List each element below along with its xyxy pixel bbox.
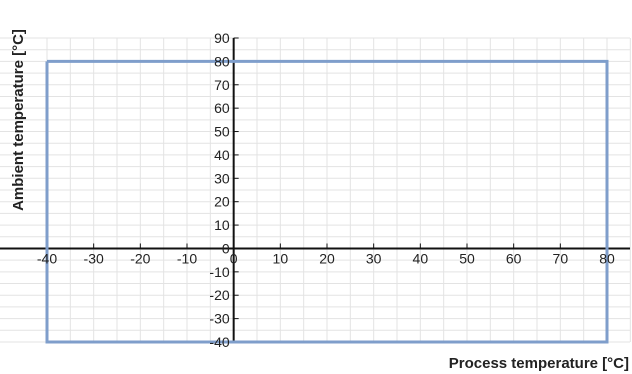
y-axis-title: Ambient temperature [°C]	[10, 29, 27, 211]
y-tick-label: -40	[209, 334, 229, 350]
tick-labels: -40 -30 -20 -10 0 10 20 30 40 50 60 70 8090807060504…	[37, 30, 615, 350]
x-tick-label: 40	[413, 250, 429, 266]
y-tick-label: 50	[214, 124, 230, 140]
x-tick-label: 80	[599, 250, 615, 266]
y-tick-label: -20	[209, 287, 229, 303]
x-tick-label: -30	[84, 250, 104, 266]
y-tick-label: -30	[209, 311, 229, 327]
x-tick-label: 0	[230, 250, 238, 266]
x-tick-label: 30	[366, 250, 382, 266]
x-tick-label: -20	[130, 250, 150, 266]
y-tick-label: 90	[214, 30, 230, 46]
series-line	[45, 59, 609, 344]
x-tick-label: 20	[319, 250, 335, 266]
y-tick-label: -10	[209, 264, 229, 280]
y-tick-label: 10	[214, 217, 230, 233]
grid	[0, 37, 631, 343]
x-tick-label: -10	[177, 250, 197, 266]
y-tick-label: 70	[214, 77, 230, 93]
x-axis-title: Process temperature [°C]	[449, 355, 629, 372]
y-tick-label: 0	[222, 240, 230, 256]
y-tick-label: 30	[214, 170, 230, 186]
x-tick-label: 70	[553, 250, 569, 266]
x-tick-label: -40	[37, 250, 57, 266]
x-tick-label: 10	[273, 250, 289, 266]
x-tick-label: 50	[459, 250, 475, 266]
x-tick-label: 60	[506, 250, 522, 266]
series-layer	[45, 59, 609, 344]
y-tick-label: 80	[214, 53, 230, 69]
y-tick-label: 20	[214, 194, 230, 210]
y-tick-label: 40	[214, 147, 230, 163]
axes	[0, 37, 630, 343]
y-tick-label: 60	[214, 100, 230, 116]
